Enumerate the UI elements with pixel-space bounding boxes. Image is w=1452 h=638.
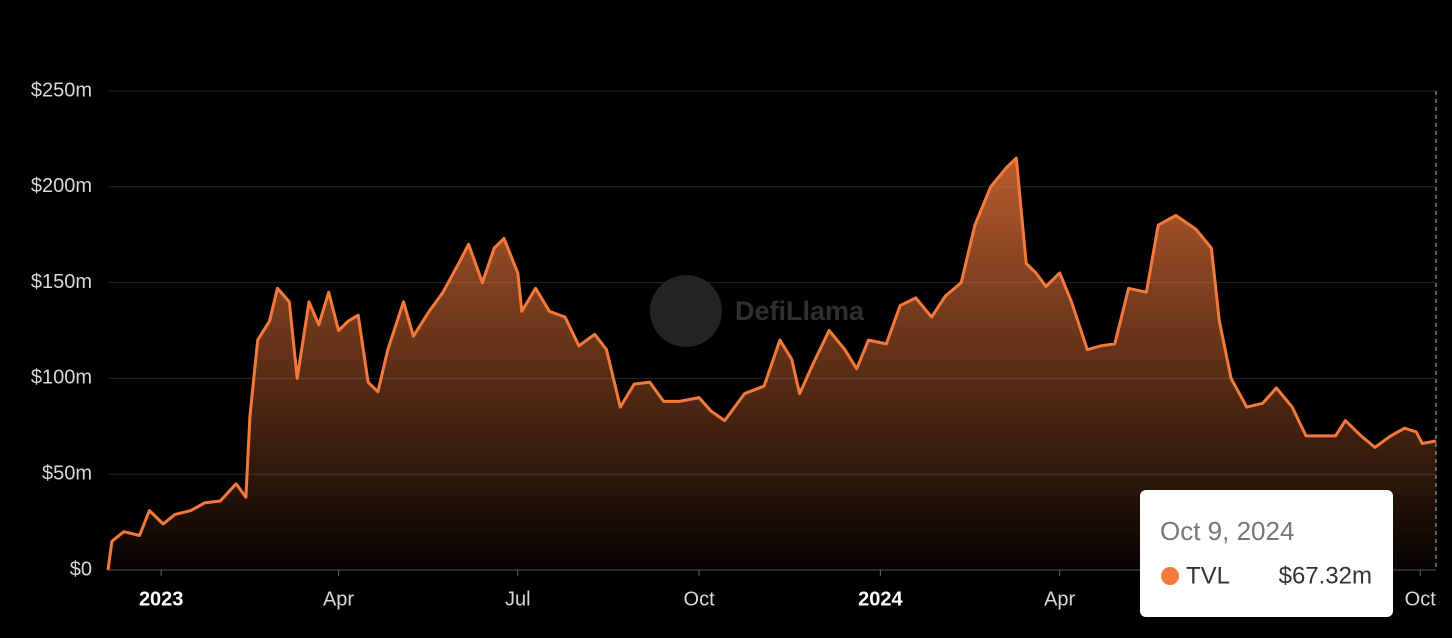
y-tick-label: $250m: [31, 79, 92, 101]
line: [106, 156, 1437, 571]
x-tick-label: Oct: [1405, 588, 1437, 610]
x-tick-label: Apr: [323, 588, 354, 610]
tooltip-value: $67.32m: [1279, 562, 1372, 589]
watermark-logo: [650, 275, 722, 347]
watermark-text: DefiLlama: [735, 296, 865, 326]
x-tick-label: Apr: [1044, 588, 1075, 610]
tooltip-box: [1140, 490, 1393, 617]
y-tick-label: $50m: [42, 462, 92, 484]
tooltip-series: TVL: [1186, 562, 1230, 589]
watermark: DefiLlama: [650, 275, 865, 347]
y-tick-label: $0: [70, 558, 92, 580]
tooltip-date: Oct 9, 2024: [1160, 516, 1294, 546]
y-tick-label: $150m: [31, 271, 92, 293]
y-tick-label: $200m: [31, 175, 92, 197]
tooltip: Oct 9, 2024 TVL $67.32m: [1140, 490, 1393, 617]
y-tick-label: $100m: [31, 367, 92, 389]
tooltip-dot: [1161, 567, 1179, 585]
x-tick-label: Oct: [684, 588, 716, 610]
x-tick-label: 2024: [858, 588, 903, 610]
x-tick-label: Jul: [505, 588, 531, 610]
x-tick-label: 2023: [139, 588, 184, 610]
